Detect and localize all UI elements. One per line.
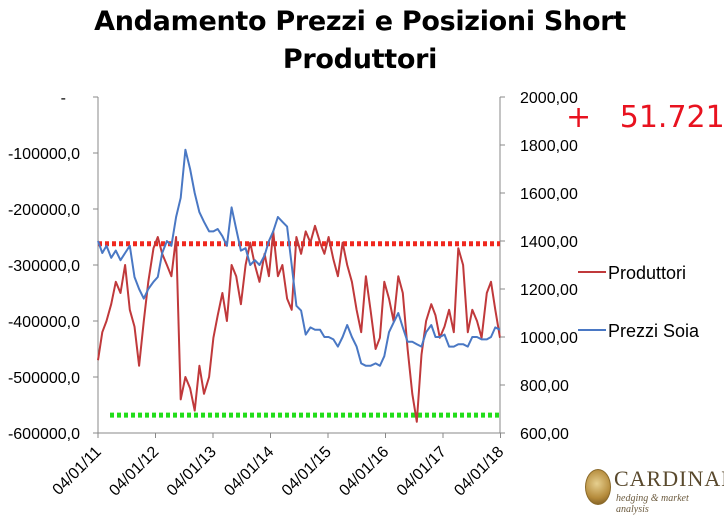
left-tick-label: -600000,0 bbox=[8, 426, 80, 443]
x-tick-label: 04/01/13 bbox=[164, 443, 220, 499]
x-tick-label: 04/01/17 bbox=[394, 443, 450, 499]
delta-label: + 51.721 bbox=[566, 100, 724, 135]
legend: Produttori Prezzi Soia bbox=[578, 263, 700, 341]
x-tick-label: 04/01/15 bbox=[279, 443, 335, 499]
series-lines bbox=[97, 148, 501, 423]
chart-title-line1: Andamento Prezzi e Posizioni Short bbox=[94, 6, 626, 37]
left-tick-label: -500000,0 bbox=[8, 370, 80, 387]
x-axis: 04/01/11 04/01/12 04/01/13 04/01/14 04/01/15… bbox=[50, 433, 507, 500]
series-line-prezzi-soia bbox=[97, 148, 501, 367]
right-tick-label: 1200,00 bbox=[520, 282, 578, 299]
right-tick-label: 800,00 bbox=[520, 378, 569, 395]
cardinal-logo: CARDINAL hedging & market analysis bbox=[582, 465, 724, 515]
left-axis: - -100000,0 -200000,0 -300000,0 -400000,0 -50… bbox=[8, 90, 98, 443]
logo-tagline: hedging & market analysis bbox=[616, 493, 689, 515]
logo-name: CARDINAL bbox=[614, 466, 724, 491]
right-tick-label: 1800,00 bbox=[520, 138, 578, 155]
right-axis: 2000,00 1800,00 1600,00 1400,00 1200,00 1000,… bbox=[500, 90, 578, 443]
left-tick-label: - bbox=[61, 90, 66, 107]
x-tick-label: 04/01/14 bbox=[221, 443, 277, 499]
left-tick-label: -400000,0 bbox=[8, 314, 80, 331]
right-tick-label: 1600,00 bbox=[520, 186, 578, 203]
x-tick-label: 04/01/12 bbox=[106, 443, 162, 499]
right-tick-label: 600,00 bbox=[520, 426, 569, 443]
right-tick-label: 1000,00 bbox=[520, 330, 578, 347]
right-tick-label: 2000,00 bbox=[520, 90, 578, 107]
chart-title-line2: Produttori bbox=[282, 44, 438, 75]
legend-label-prezzi-soia: Prezzi Soia bbox=[608, 321, 700, 341]
left-tick-label: -300000,0 bbox=[8, 258, 80, 275]
legend-label-produttori: Produttori bbox=[608, 263, 686, 283]
plot-frame bbox=[97, 97, 501, 434]
left-tick-label: -100000,0 bbox=[8, 146, 80, 163]
x-tick-label: 04/01/18 bbox=[451, 443, 507, 499]
x-tick-label: 04/01/11 bbox=[50, 443, 105, 498]
cardinal-seal-icon bbox=[585, 469, 611, 505]
left-tick-label: -200000,0 bbox=[8, 202, 80, 219]
series-line-produttori bbox=[97, 224, 501, 423]
right-tick-label: 1400,00 bbox=[520, 234, 578, 251]
x-tick-label: 04/01/16 bbox=[336, 443, 392, 499]
